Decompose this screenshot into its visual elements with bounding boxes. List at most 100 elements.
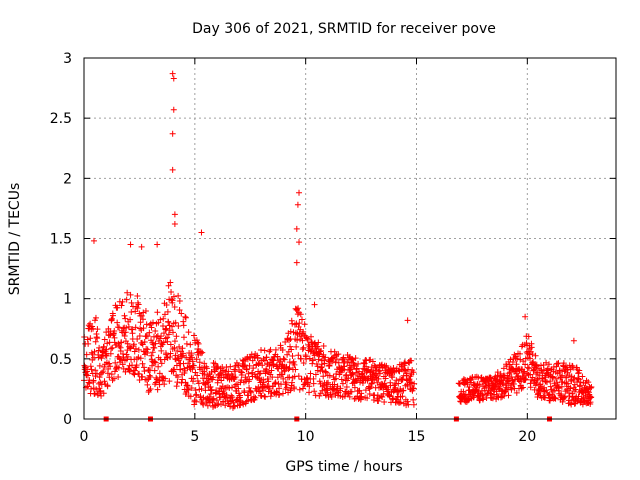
data-point (169, 323, 176, 330)
data-point (179, 350, 186, 357)
data-point (286, 337, 293, 344)
data-point (461, 392, 468, 399)
data-point (181, 367, 188, 374)
data-point (173, 333, 180, 340)
data-point (170, 293, 177, 300)
x-tick-label: 0 (80, 429, 89, 445)
data-point (96, 344, 103, 351)
data-point (91, 390, 98, 397)
data-point (121, 312, 128, 319)
data-point (276, 385, 283, 392)
data-point (374, 392, 381, 399)
data-point (279, 390, 286, 397)
data-point (272, 346, 279, 353)
data-point (205, 378, 212, 385)
data-point (112, 359, 119, 366)
data-point (118, 302, 125, 309)
data-point (322, 354, 329, 361)
data-point (160, 330, 167, 337)
data-point (517, 356, 524, 363)
data-point (561, 368, 568, 375)
data-point (293, 306, 300, 313)
data-point (161, 311, 168, 318)
data-point (114, 319, 121, 326)
data-point (210, 374, 217, 381)
data-point (118, 339, 125, 346)
data-point (138, 312, 145, 319)
data-point (279, 346, 286, 353)
data-point (108, 345, 115, 352)
data-point (225, 368, 232, 375)
data-point (106, 339, 113, 346)
data-point (141, 338, 148, 345)
data-point (109, 377, 116, 384)
data-point (133, 362, 140, 369)
data-point (281, 356, 288, 363)
data-point (544, 379, 551, 386)
data-point (166, 378, 173, 385)
data-point (188, 385, 195, 392)
data-point (292, 366, 299, 373)
data-point (169, 329, 176, 336)
data-point (119, 298, 126, 305)
data-point (407, 379, 414, 386)
data-point (296, 320, 303, 327)
data-point (568, 373, 575, 380)
data-point (194, 339, 201, 346)
data-point (167, 350, 174, 357)
data-point (473, 373, 480, 380)
data-point (175, 323, 182, 330)
data-point (147, 373, 154, 380)
data-point (129, 330, 136, 337)
data-point (516, 350, 523, 357)
data-point (377, 370, 384, 377)
data-point (206, 399, 213, 406)
data-point (526, 355, 533, 362)
data-point (505, 392, 512, 399)
data-point (134, 336, 141, 343)
data-point (405, 366, 412, 373)
data-point (489, 395, 496, 402)
data-point (570, 337, 577, 344)
data-point (547, 383, 554, 390)
data-point (93, 386, 100, 393)
data-point (187, 341, 194, 348)
data-point (134, 292, 141, 299)
data-point (120, 325, 127, 332)
data-point (255, 360, 262, 367)
data-point (246, 376, 253, 383)
data-point (86, 380, 93, 387)
data-point (183, 340, 190, 347)
data-point (464, 380, 471, 387)
data-point (84, 372, 91, 379)
data-point (410, 401, 417, 408)
data-point (587, 385, 594, 392)
data-point (193, 356, 200, 363)
data-point (486, 389, 493, 396)
data-point (310, 380, 317, 387)
data-point (96, 362, 103, 369)
data-point (397, 399, 404, 406)
data-point (304, 335, 311, 342)
data-point (123, 324, 130, 331)
data-point (338, 376, 345, 383)
data-point (151, 344, 158, 351)
data-point (379, 394, 386, 401)
data-point (300, 328, 307, 335)
data-point (180, 334, 187, 341)
data-point (178, 310, 185, 317)
data-point (200, 401, 207, 408)
data-point (180, 322, 187, 329)
data-point (183, 354, 190, 361)
data-point (304, 336, 311, 343)
data-point (115, 374, 122, 381)
x-tick-label: 5 (190, 429, 199, 445)
data-point (167, 341, 174, 348)
data-point (331, 381, 338, 388)
data-point (188, 350, 195, 357)
data-point (152, 340, 159, 347)
data-point (561, 394, 568, 401)
data-point (249, 357, 256, 364)
data-point (175, 292, 182, 299)
data-point (308, 333, 315, 340)
